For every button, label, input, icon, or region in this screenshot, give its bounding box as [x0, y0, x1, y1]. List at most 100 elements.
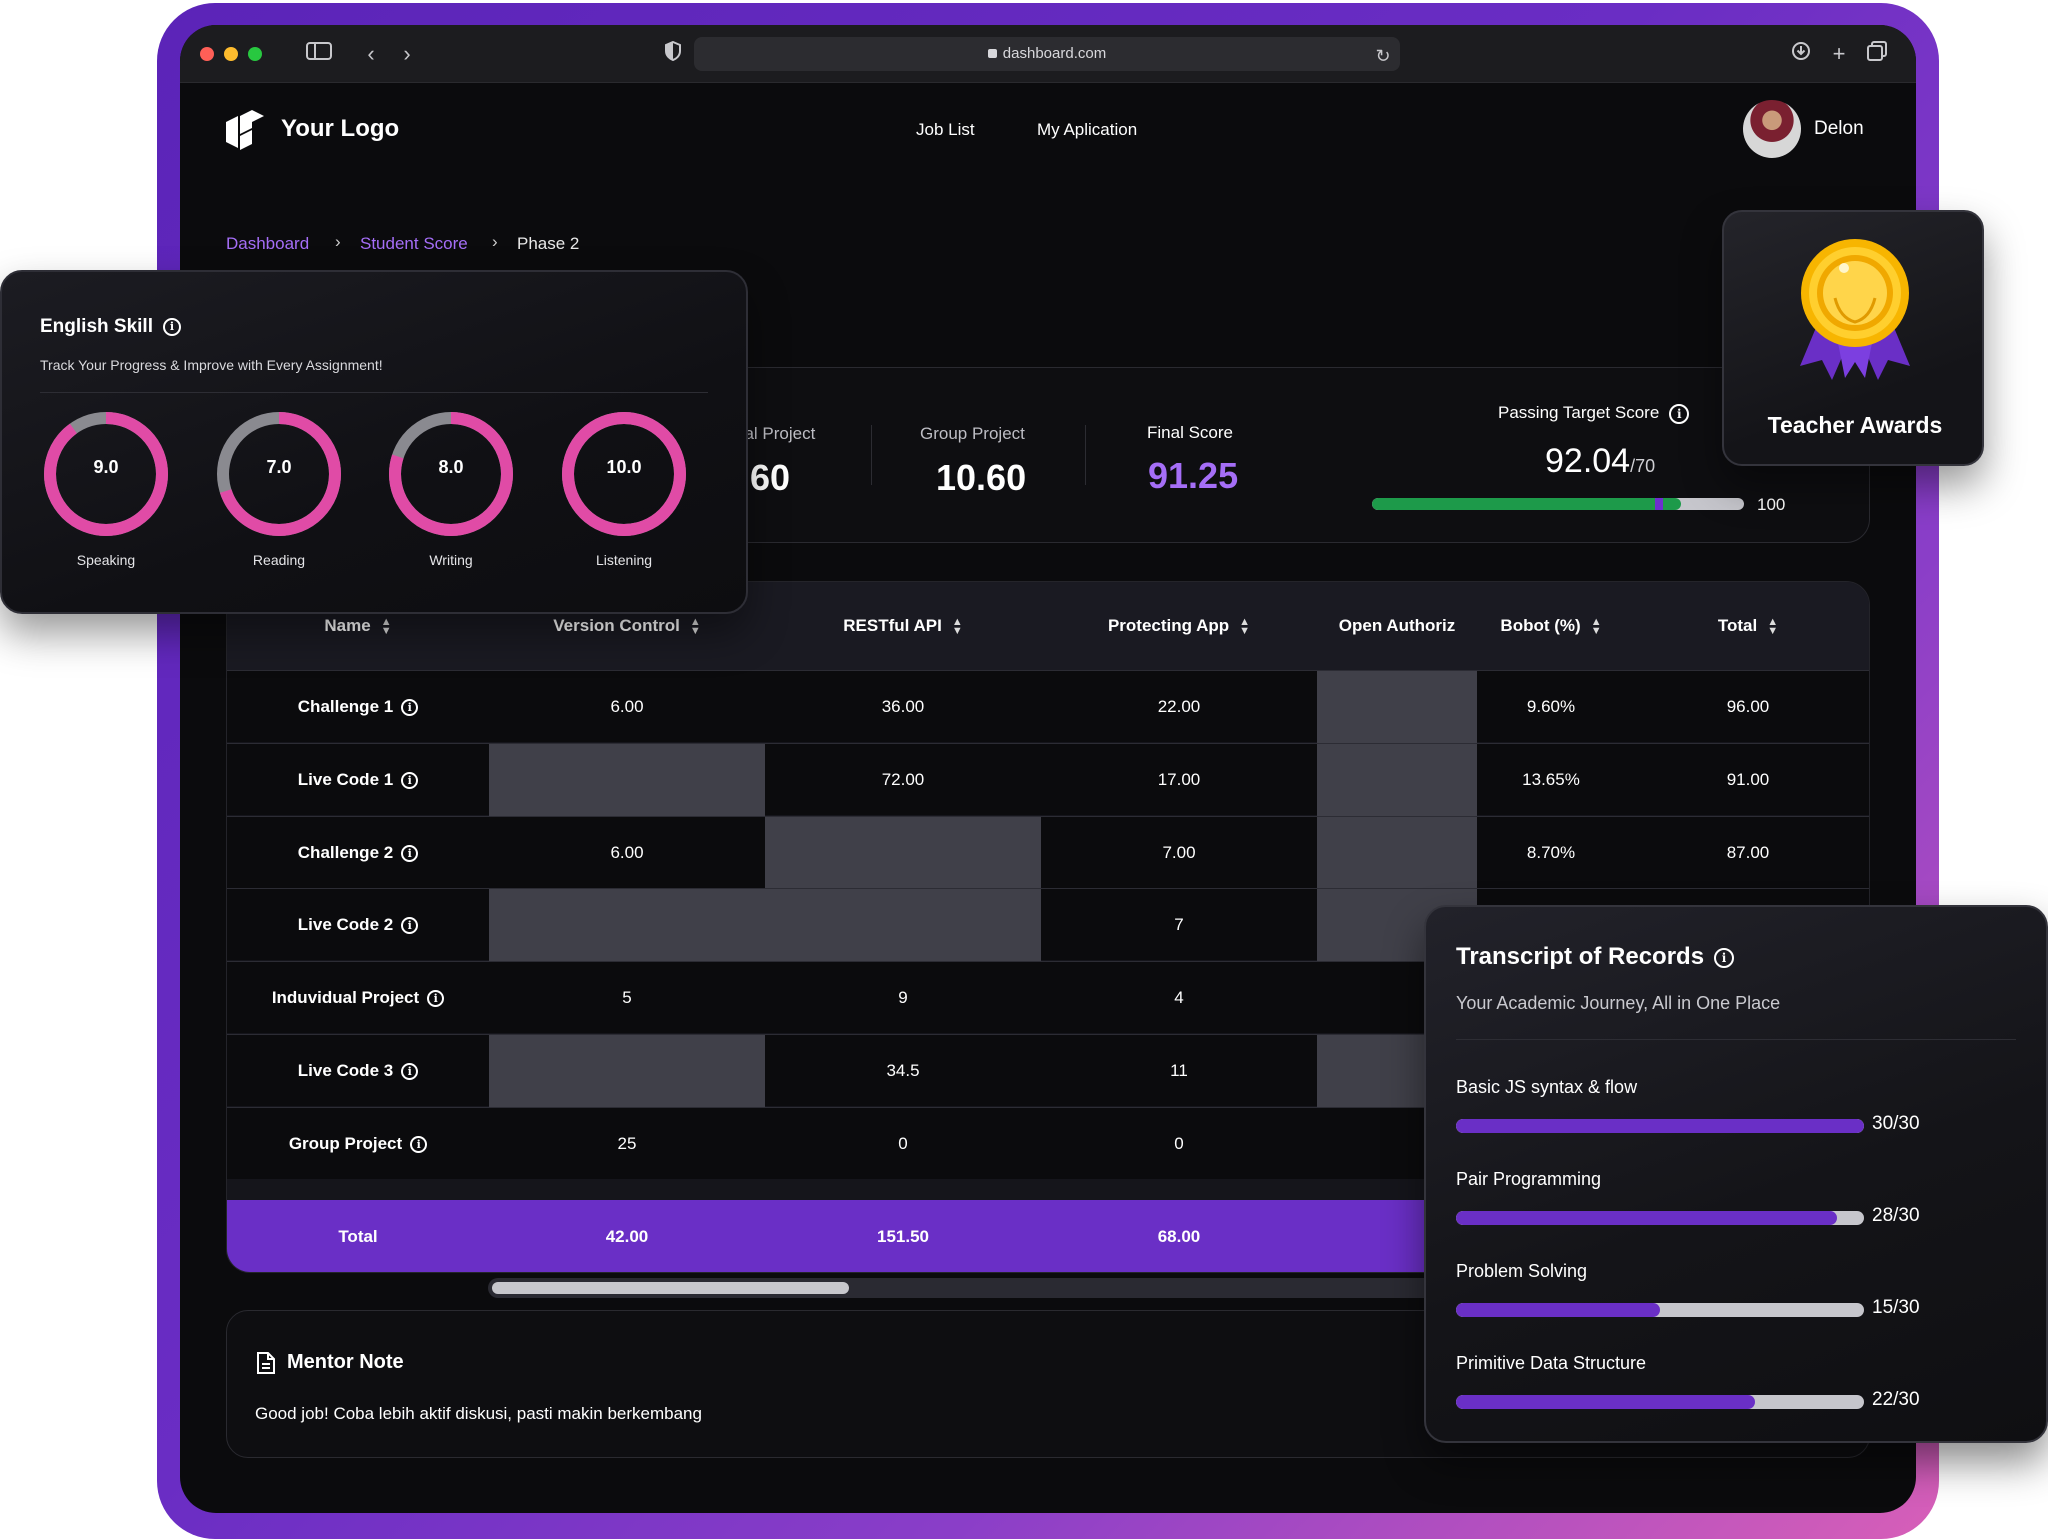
info-icon[interactable]: i	[427, 990, 445, 1008]
passing-target-number: 92.04	[1545, 442, 1631, 480]
donut-arc	[217, 412, 341, 536]
transcript-item-score: 15/30	[1872, 1297, 1920, 1318]
passing-target-marker	[1654, 498, 1663, 510]
individual-project-value: .60	[740, 457, 791, 498]
passing-target-progress-bar	[1372, 498, 1744, 510]
final-score-label: Final Score	[1147, 423, 1233, 442]
table-cell: 9	[898, 988, 908, 1008]
shield-icon[interactable]	[658, 39, 688, 69]
info-icon[interactable]: i	[1714, 947, 1735, 968]
logo-text[interactable]: Your Logo	[281, 115, 400, 142]
donut-arc	[44, 412, 168, 536]
table-cell: 0	[898, 1133, 908, 1153]
new-tab-icon[interactable]: +	[1832, 41, 1846, 66]
info-icon[interactable]: i	[162, 317, 181, 336]
column-header-bobot[interactable]: Bobot (%) ▲ ▼	[1500, 615, 1602, 637]
info-icon[interactable]: i	[401, 1063, 419, 1081]
transcript-progress-fill	[1456, 1119, 1864, 1133]
table-header: Name ▲ ▼ Version Control ▲ ▼ RESTful API ▲ ▼ P…	[227, 582, 1869, 670]
info-icon[interactable]: i	[410, 1135, 428, 1153]
minimize-window-button[interactable]	[224, 47, 238, 61]
transcript-item-score: 22/30	[1872, 1389, 1920, 1410]
breadcrumb-dashboard[interactable]: Dashboard	[226, 234, 310, 253]
logo-icon[interactable]	[224, 110, 266, 152]
sort-icon[interactable]: ▲ ▼	[1590, 615, 1602, 637]
sort-icon[interactable]: ▲ ▼	[1767, 615, 1779, 637]
skill-score-value: 7.0	[266, 457, 292, 477]
mentor-note-title: Mentor Note	[287, 1351, 404, 1373]
table-cell: 0	[1174, 1133, 1184, 1153]
skill-donut-speaking	[44, 412, 168, 536]
info-icon[interactable]: i	[1669, 403, 1690, 424]
nav-link-job-list[interactable]: Job List	[916, 120, 975, 139]
transcript-progress-bar	[1456, 1395, 1864, 1409]
passing-target-suffix: /70	[1630, 456, 1656, 476]
passing-target-value: 92.04/70	[1545, 442, 1655, 481]
empty-cell	[765, 816, 1041, 889]
row-name-cell: Live Code 2 i	[227, 889, 489, 961]
column-header-name[interactable]: Name ▲ ▼	[324, 615, 392, 637]
sort-icon[interactable]: ▲ ▼	[380, 615, 392, 637]
table-row: Challenge 1 i 6.00 36.00 22.00 9.60% 96.00	[227, 670, 1869, 743]
table-cell: 72.00	[881, 769, 925, 789]
breadcrumb-phase: Phase 2	[517, 234, 580, 253]
transcript-item-score: 28/30	[1872, 1205, 1920, 1226]
skill-score-value: 9.0	[93, 457, 119, 477]
english-skill-title: English Skill i	[40, 316, 181, 338]
row-name-cell: Live Code 3 i	[227, 1035, 489, 1107]
sidebar-toggle-icon[interactable]	[304, 39, 334, 69]
sort-icon[interactable]: ▲ ▼	[1239, 615, 1251, 637]
final-score-value: 91.25	[1148, 455, 1239, 496]
info-icon[interactable]: i	[401, 917, 419, 935]
total-restful-api: 151.50	[877, 1227, 929, 1246]
address-bar[interactable]: dashboard.com	[694, 37, 1400, 71]
table-row: Challenge 2 i 6.00 7.00 8.70% 87.00	[227, 815, 1869, 889]
table-cell: 7	[1174, 915, 1184, 935]
avatar[interactable]	[1743, 100, 1801, 158]
sort-icon[interactable]: ▲ ▼	[689, 615, 701, 637]
column-header-restful-api[interactable]: RESTful API ▲ ▼	[843, 615, 963, 637]
nav-link-my-application[interactable]: My Aplication	[1037, 120, 1138, 139]
divider	[40, 392, 708, 393]
divider	[871, 425, 872, 485]
download-icon[interactable]	[1786, 39, 1816, 69]
sort-icon[interactable]: ▲ ▼	[951, 615, 963, 637]
row-name: Live Code 2	[297, 915, 394, 935]
tabs-overview-icon[interactable]	[1862, 39, 1892, 69]
close-window-button[interactable]	[200, 47, 214, 61]
column-header-version-control[interactable]: Version Control ▲ ▼	[553, 615, 701, 637]
medal-icon	[1800, 239, 1910, 380]
column-header-open-authoriz[interactable]: Open Authoriz	[1338, 616, 1456, 635]
empty-cell	[1317, 743, 1477, 816]
transcript-item-label: Pair Programming	[1456, 1169, 1602, 1189]
row-name-cell: Induvidual Project i	[227, 962, 489, 1034]
column-header-protecting-app[interactable]: Protecting App ▲ ▼	[1107, 615, 1251, 637]
passing-target-text: Passing Target Score	[1498, 403, 1660, 422]
info-icon[interactable]: i	[401, 699, 419, 717]
reload-icon[interactable]: ↻	[1375, 46, 1391, 66]
transcript-progress-fill	[1456, 1211, 1837, 1225]
user-name[interactable]: Delon	[1814, 118, 1864, 139]
horizontal-scrollbar[interactable]	[488, 1278, 1588, 1298]
teacher-awards-card[interactable]: Teacher Awards	[1722, 210, 1984, 466]
passing-target-max: 100	[1757, 495, 1786, 514]
transcript-item-label: Basic JS syntax & flow	[1456, 1077, 1638, 1097]
donut-arc	[389, 412, 513, 536]
table-cell: 22.00	[1157, 697, 1201, 716]
info-icon[interactable]: i	[401, 771, 419, 789]
column-header-total[interactable]: Total ▲ ▼	[1717, 615, 1779, 637]
skill-donut-listening	[562, 412, 686, 536]
empty-cell	[1317, 671, 1477, 743]
info-icon[interactable]: i	[401, 844, 419, 862]
transcript-item-score: 30/30	[1872, 1113, 1920, 1134]
transcript-progress-bar	[1456, 1303, 1864, 1317]
scrollbar-thumb[interactable]	[492, 1282, 849, 1294]
forward-icon[interactable]: ›	[403, 41, 411, 66]
table-cell: 96.00	[1726, 697, 1770, 716]
empty-cell	[489, 743, 765, 816]
transcript-progress-fill	[1456, 1395, 1756, 1409]
back-icon[interactable]: ‹	[367, 41, 375, 66]
maximize-window-button[interactable]	[248, 47, 262, 61]
breadcrumb-student-score[interactable]: Student Score	[360, 234, 468, 253]
row-name: Live Code 1	[297, 769, 394, 789]
